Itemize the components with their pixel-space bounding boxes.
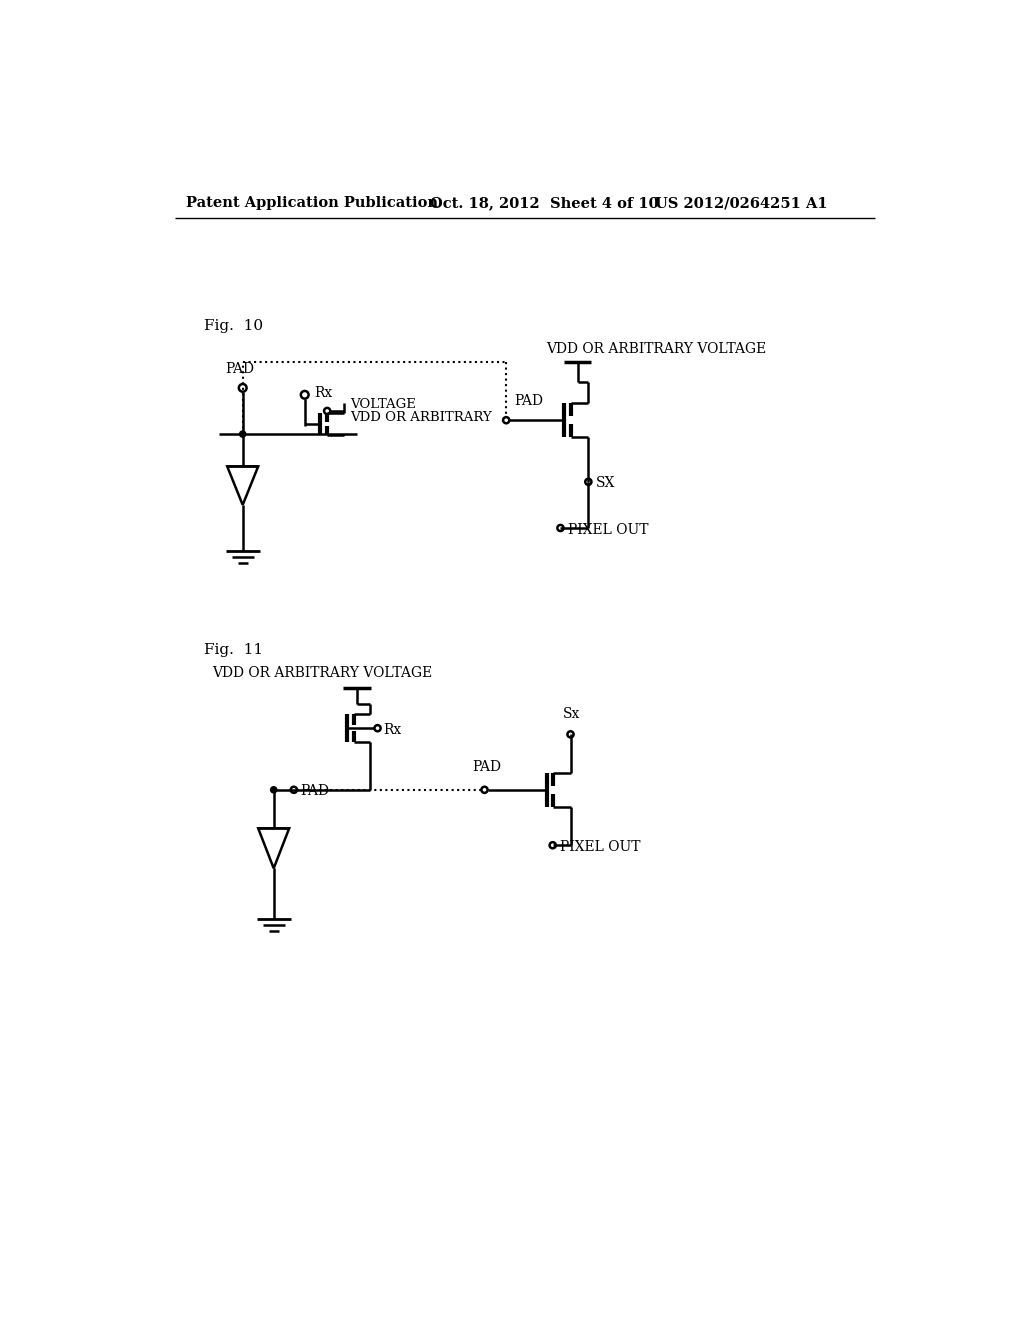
- Text: Rx: Rx: [384, 723, 402, 737]
- Text: US 2012/0264251 A1: US 2012/0264251 A1: [655, 197, 827, 210]
- Text: PAD: PAD: [472, 760, 502, 775]
- Circle shape: [240, 432, 246, 437]
- Text: Sx: Sx: [562, 706, 580, 721]
- Text: Fig.  11: Fig. 11: [204, 643, 263, 656]
- Text: VDD OR ARBITRARY VOLTAGE: VDD OR ARBITRARY VOLTAGE: [212, 665, 432, 680]
- Text: PIXEL OUT: PIXEL OUT: [568, 523, 648, 536]
- Text: VOLTAGE: VOLTAGE: [350, 399, 417, 412]
- Text: PAD: PAD: [514, 393, 543, 408]
- Text: Oct. 18, 2012  Sheet 4 of 10: Oct. 18, 2012 Sheet 4 of 10: [430, 197, 658, 210]
- Text: VDD OR ARBITRARY: VDD OR ARBITRARY: [350, 411, 493, 424]
- Circle shape: [270, 787, 276, 793]
- Text: PAD: PAD: [300, 784, 329, 799]
- Text: PAD: PAD: [225, 362, 254, 376]
- Text: Rx: Rx: [314, 387, 332, 400]
- Text: PIXEL OUT: PIXEL OUT: [560, 840, 641, 854]
- Text: Patent Application Publication: Patent Application Publication: [186, 197, 438, 210]
- Text: Fig.  10: Fig. 10: [204, 319, 263, 333]
- Text: VDD OR ARBITRARY VOLTAGE: VDD OR ARBITRARY VOLTAGE: [547, 342, 767, 356]
- Text: SX: SX: [596, 477, 615, 490]
